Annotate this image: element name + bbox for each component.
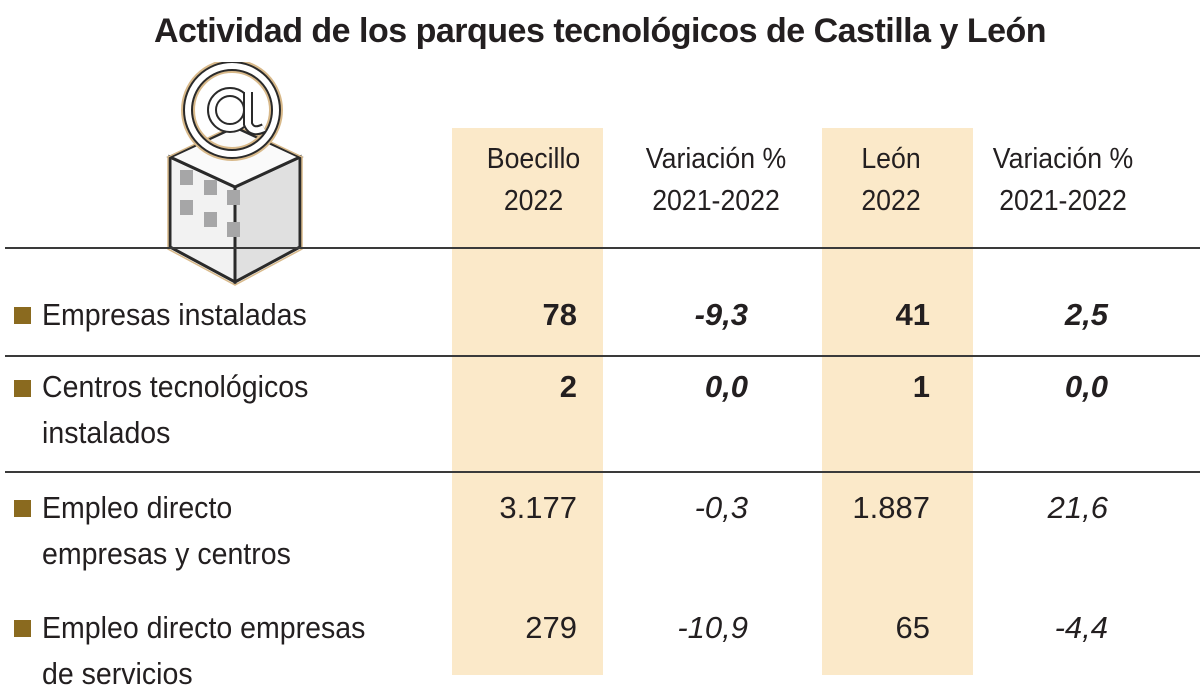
column-header-line: Variación %: [645, 143, 787, 175]
cell-value: 21,6: [1047, 490, 1108, 525]
cell-value: 279: [525, 610, 577, 645]
cell-value: 3.177: [499, 490, 577, 525]
column-header-line: 2021-2022: [652, 185, 780, 217]
cell-value: 1.887: [852, 490, 930, 525]
row-label: Empleo directo: [42, 490, 233, 525]
row-bullet-icon: [14, 307, 31, 324]
column-header-line: 2022: [861, 185, 921, 217]
cell-value: 0,0: [704, 369, 748, 404]
at-sign-building-icon: [166, 62, 304, 286]
cell-value: 78: [542, 297, 577, 332]
cell-value: -10,9: [677, 610, 748, 645]
row-label: Empleo directo empresas: [42, 610, 366, 645]
row-label: de servicios: [42, 656, 193, 691]
cell-value: 1: [912, 369, 930, 404]
row-label: empresas y centros: [42, 536, 291, 571]
column-header-line: Boecillo: [486, 143, 581, 175]
cell-value: 0,0: [1064, 369, 1108, 404]
header-divider: [5, 247, 1200, 249]
row-bullet-icon: [14, 620, 31, 637]
column-header-boecillo: Boecillo 2022: [459, 138, 609, 222]
column-header-variation-boecillo: Variación % 2021-2022: [633, 138, 799, 222]
cell-value: -9,3: [694, 297, 748, 332]
column-header-line: 2022: [503, 185, 564, 217]
cell-value: -0,3: [694, 490, 748, 525]
row-divider: [5, 355, 1200, 357]
column-header-line: 2021-2022: [999, 185, 1127, 217]
row-label: Empresas instaladas: [42, 297, 307, 332]
row-label: instalados: [42, 415, 171, 450]
column-header-line: León: [861, 143, 921, 175]
column-header-leon: León 2022: [828, 138, 955, 222]
row-label: Centros tecnológicos: [42, 369, 309, 404]
cell-value: 65: [895, 610, 930, 645]
cell-value: -4,4: [1054, 610, 1108, 645]
page-title: Actividad de los parques tecnológicos de…: [153, 12, 1047, 50]
cell-value: 2,5: [1064, 297, 1108, 332]
boecillo-column-highlight: [452, 128, 603, 675]
column-header-line: Variación %: [992, 143, 1134, 175]
cell-value: 2: [559, 369, 577, 404]
leon-column-highlight: [822, 128, 973, 675]
row-divider: [5, 471, 1200, 473]
column-header-variation-leon: Variación % 2021-2022: [980, 138, 1146, 222]
cell-value: 41: [895, 297, 930, 332]
row-bullet-icon: [14, 500, 31, 517]
row-bullet-icon: [14, 380, 31, 397]
